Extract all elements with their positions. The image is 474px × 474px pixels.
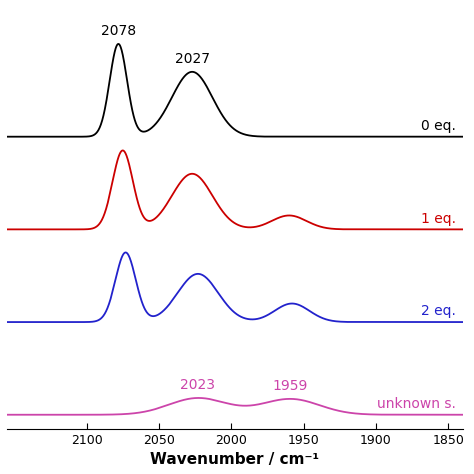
Text: 1 eq.: 1 eq. — [420, 212, 456, 226]
Text: 2023: 2023 — [181, 378, 216, 392]
Text: 2078: 2078 — [101, 24, 136, 38]
X-axis label: Wavenumber / cm⁻¹: Wavenumber / cm⁻¹ — [150, 452, 319, 467]
Text: 0 eq.: 0 eq. — [420, 119, 456, 133]
Text: unknown s.: unknown s. — [377, 397, 456, 411]
Text: 2027: 2027 — [175, 52, 210, 66]
Text: 2 eq.: 2 eq. — [420, 304, 456, 319]
Text: 1959: 1959 — [273, 379, 308, 393]
